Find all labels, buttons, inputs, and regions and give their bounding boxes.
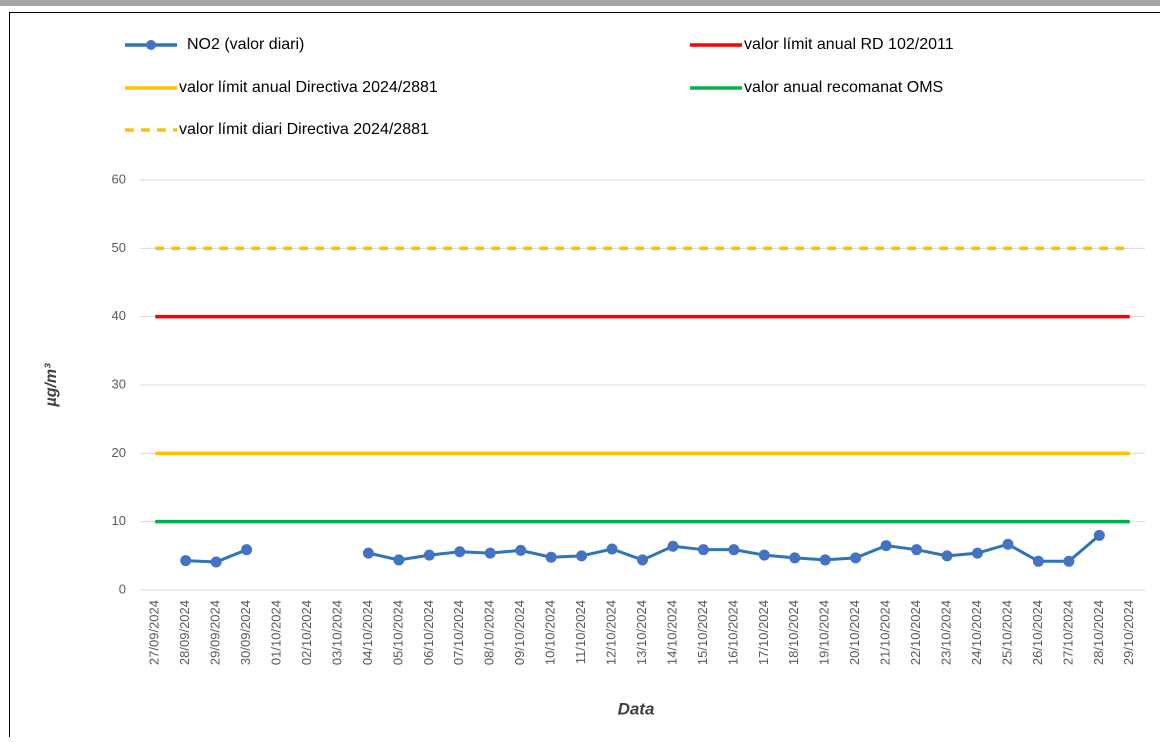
x-tick-label: 04/10/2024 — [360, 600, 375, 665]
x-tick-label: 19/10/2024 — [817, 600, 832, 665]
x-tick-label: 25/10/2024 — [999, 600, 1014, 665]
x-tick-label: 29/09/2024 — [208, 600, 223, 665]
point — [211, 557, 221, 567]
legend-label: valor anual recomanat OMS — [744, 79, 943, 96]
legend-label: valor límit anual RD 102/2011 — [744, 36, 954, 53]
x-tick-label: 11/10/2024 — [573, 600, 588, 664]
top-bar — [0, 0, 1160, 6]
point — [394, 555, 404, 565]
legend-label: valor límit anual Directiva 2024/2881 — [179, 79, 438, 96]
x-tick-label: 22/10/2024 — [908, 600, 923, 665]
x-tick-label: 02/10/2024 — [299, 600, 314, 665]
x-tick-label: 24/10/2024 — [969, 600, 984, 665]
point — [1033, 556, 1043, 566]
y-tick-label: 0 — [119, 581, 126, 596]
point — [181, 556, 191, 566]
point — [242, 545, 252, 555]
x-tick-label: 10/10/2024 — [543, 600, 558, 665]
x-tick-label: 27/10/2024 — [1060, 600, 1075, 665]
x-tick-label: 28/09/2024 — [177, 600, 192, 665]
x-tick-label: 27/09/2024 — [147, 600, 162, 665]
x-tick-label: 20/10/2024 — [847, 600, 862, 665]
point — [729, 545, 739, 555]
point — [485, 548, 495, 558]
x-tick-label: 23/10/2024 — [938, 600, 953, 665]
x-tick-label: 09/10/2024 — [512, 600, 527, 665]
legend-label: NO2 (valor diari) — [187, 36, 304, 53]
x-tick-label: 21/10/2024 — [878, 600, 893, 665]
point — [698, 545, 708, 555]
x-tick-label: 07/10/2024 — [451, 600, 466, 665]
y-tick-label: 20 — [112, 445, 126, 460]
y-tick-label: 40 — [112, 308, 126, 323]
point — [820, 555, 830, 565]
point — [1064, 556, 1074, 566]
point — [1094, 530, 1104, 540]
y-tick-label: 60 — [112, 171, 126, 186]
x-tick-label: 28/10/2024 — [1091, 600, 1106, 665]
x-tick-label: 13/10/2024 — [634, 600, 649, 665]
legend-label: valor límit diari Directiva 2024/2881 — [179, 121, 429, 138]
point — [638, 555, 648, 565]
y-tick-label: 30 — [112, 376, 126, 391]
y-tick-label: 10 — [112, 513, 126, 528]
x-tick-label: 14/10/2024 — [664, 600, 679, 665]
x-tick-label: 05/10/2024 — [390, 600, 405, 665]
x-tick-label: 08/10/2024 — [482, 600, 497, 665]
x-tick-label: 16/10/2024 — [725, 600, 740, 665]
point — [455, 547, 465, 557]
x-tick-label: 01/10/2024 — [268, 600, 283, 665]
x-tick-label: 29/10/2024 — [1121, 600, 1136, 665]
point — [546, 552, 556, 562]
x-axis-label: Data — [618, 699, 655, 718]
x-tick-label: 18/10/2024 — [786, 600, 801, 665]
point — [424, 550, 434, 560]
x-tick-label: 26/10/2024 — [1030, 600, 1045, 665]
point — [881, 541, 891, 551]
y-tick-label: 50 — [112, 240, 126, 255]
y-axis-label: µg/m³ — [43, 363, 60, 408]
x-tick-label: 15/10/2024 — [695, 600, 710, 665]
point — [363, 548, 373, 558]
point — [577, 551, 587, 561]
point — [851, 553, 861, 563]
point — [942, 551, 952, 561]
x-tick-label: 12/10/2024 — [603, 600, 618, 665]
x-tick-label: 06/10/2024 — [421, 600, 436, 665]
point — [607, 544, 617, 554]
point — [516, 545, 526, 555]
point — [668, 541, 678, 551]
x-tick-label: 17/10/2024 — [756, 600, 771, 665]
point — [1003, 539, 1013, 549]
point — [973, 548, 983, 558]
x-tick-label: 03/10/2024 — [329, 600, 344, 665]
point — [759, 550, 769, 560]
x-tick-label: 30/09/2024 — [238, 600, 253, 665]
point — [790, 553, 800, 563]
legend-marker — [146, 40, 156, 50]
point — [912, 545, 922, 555]
